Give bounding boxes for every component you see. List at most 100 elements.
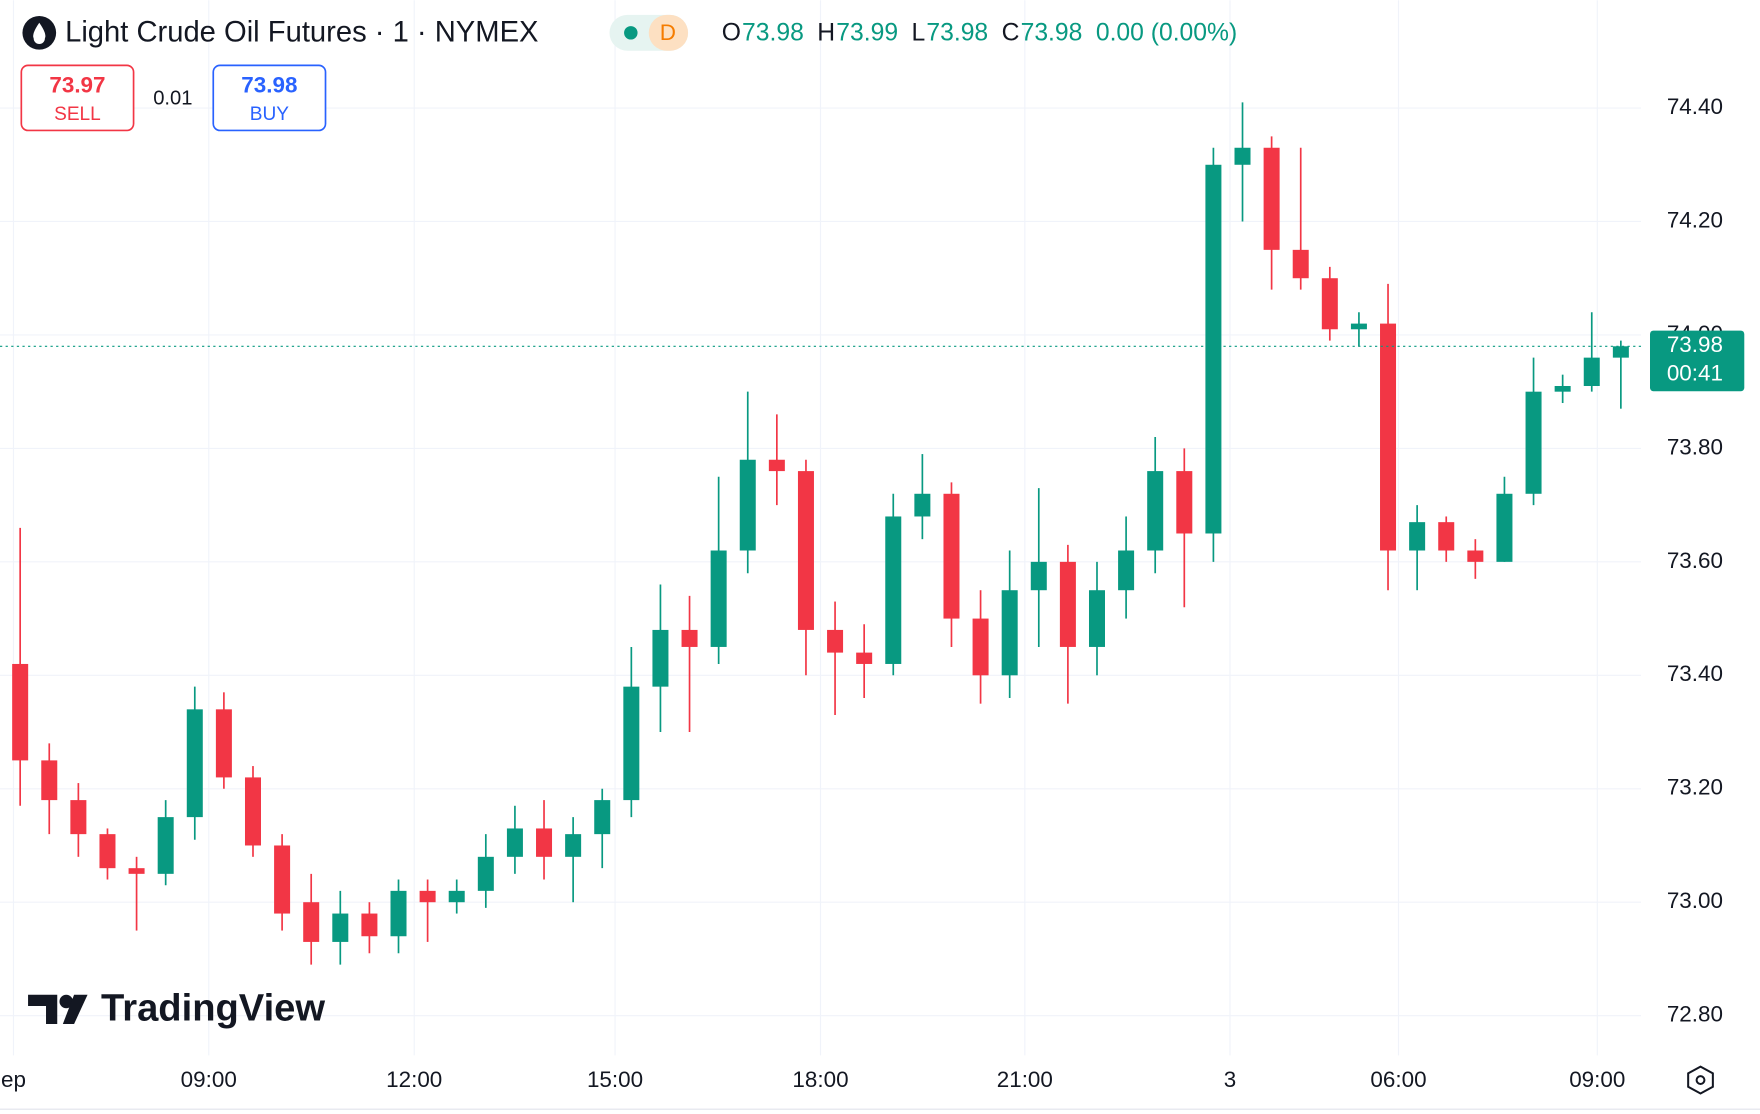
candle-body xyxy=(1321,278,1338,330)
sell-button[interactable] xyxy=(20,64,135,132)
candle-body xyxy=(1496,493,1513,562)
ohlc-value: 73.98 xyxy=(742,19,804,46)
candle-body xyxy=(244,777,261,846)
ohlc-value: 73.99 xyxy=(836,19,898,46)
candle-body xyxy=(99,834,116,869)
delay-badge: D xyxy=(660,20,676,45)
ohlc-value: 73.98 xyxy=(926,19,988,46)
candle-body xyxy=(681,629,698,647)
settings-icon[interactable] xyxy=(1687,1065,1714,1095)
candle-body xyxy=(1583,357,1600,387)
candle-body xyxy=(1438,522,1455,551)
x-tick-label: 18:00 xyxy=(792,1067,848,1092)
candle-body xyxy=(506,828,523,857)
candle-body xyxy=(536,828,553,857)
tv-logo-slash xyxy=(62,994,88,1024)
countdown-label: 00:41 xyxy=(1667,360,1723,385)
candle-body xyxy=(1088,590,1105,647)
buy-price: 73.98 xyxy=(241,73,297,98)
candle-body xyxy=(1030,561,1047,591)
sell-price: 73.97 xyxy=(49,73,105,98)
candle-body xyxy=(972,618,989,676)
ohlc-change: 0.00 (0.00%) xyxy=(1096,19,1237,46)
x-tick-label: 09:00 xyxy=(181,1067,237,1092)
x-tick-label: 12:00 xyxy=(386,1067,442,1092)
y-tick-label: 74.20 xyxy=(1667,207,1723,232)
candle-body xyxy=(1118,550,1135,591)
ohlc-key: L xyxy=(912,19,926,46)
candle-body xyxy=(594,800,611,835)
tv-logo-dot xyxy=(59,994,73,1009)
candle-body xyxy=(914,493,931,517)
y-tick-label: 73.20 xyxy=(1667,775,1723,800)
candle-body xyxy=(710,550,727,647)
buy-button[interactable] xyxy=(212,64,327,132)
candle-body xyxy=(12,663,29,761)
candle-body xyxy=(1059,561,1076,647)
spread: 0.01 xyxy=(153,87,192,109)
candle-body xyxy=(128,868,145,874)
y-tick-label: 73.00 xyxy=(1667,888,1723,913)
candle-body xyxy=(186,709,203,818)
candle-body xyxy=(885,516,902,664)
candle-body xyxy=(157,817,174,874)
ohlc-key: O xyxy=(722,19,741,46)
tv-logo-mark xyxy=(28,994,58,1024)
candle-body xyxy=(448,890,465,903)
candle-body xyxy=(477,856,494,891)
candle-body xyxy=(856,652,873,664)
candle-body xyxy=(1234,147,1251,165)
candle-body xyxy=(390,890,407,937)
ohlc-value: 73.98 xyxy=(1021,19,1083,46)
candle-body xyxy=(70,800,87,835)
candle-body xyxy=(652,629,669,687)
candle-body xyxy=(41,760,58,801)
x-tick-label: 21:00 xyxy=(997,1067,1053,1092)
candle-body xyxy=(1263,147,1280,250)
candle-body xyxy=(1380,323,1397,551)
candle-body xyxy=(768,459,785,472)
candle-body xyxy=(1467,550,1484,562)
candle-body xyxy=(1409,522,1426,551)
candle-body xyxy=(332,913,349,942)
candle-body xyxy=(1350,323,1367,330)
candle-body xyxy=(303,902,320,942)
x-tick-label: 15:00 xyxy=(587,1067,643,1092)
last-price-label: 73.98 xyxy=(1667,332,1723,357)
market-open-dot xyxy=(624,26,638,40)
candle-body xyxy=(1525,391,1542,494)
candle-body xyxy=(565,834,582,857)
candle-body xyxy=(1001,590,1018,676)
x-tick-label: 09:00 xyxy=(1569,1067,1625,1092)
candle-body xyxy=(1205,164,1222,534)
candle-body xyxy=(797,471,814,630)
candle-body xyxy=(361,913,378,937)
settings-icon-center xyxy=(1695,1075,1706,1085)
candle-body xyxy=(1147,471,1164,551)
candle-body xyxy=(827,629,844,653)
candle-body xyxy=(419,890,436,903)
ohlc-key: C xyxy=(1002,19,1020,46)
sell-label: SELL xyxy=(54,104,101,125)
symbol-logo-drop xyxy=(33,22,46,45)
candle-body xyxy=(739,459,756,551)
x-tick-label: 06:00 xyxy=(1370,1067,1426,1092)
candle-body xyxy=(274,845,291,914)
candle-body xyxy=(1612,346,1629,358)
last-price-box xyxy=(1650,330,1745,392)
candle-body xyxy=(1292,249,1309,279)
candle-body xyxy=(943,493,960,619)
tv-logo-text: TradingView xyxy=(101,987,325,1030)
status-badge-d xyxy=(648,14,689,51)
x-tick-label: ep xyxy=(1,1067,26,1092)
y-tick-label: 74.40 xyxy=(1667,94,1723,119)
candle-body xyxy=(215,709,232,778)
symbol-title: Light Crude Oil Futures · 1 · NYMEX xyxy=(65,17,538,49)
candle-body xyxy=(1176,471,1193,534)
y-tick-label: 73.60 xyxy=(1667,548,1723,573)
candle-body xyxy=(623,686,640,801)
y-tick-label: 73.40 xyxy=(1667,661,1723,686)
ohlc-key: H xyxy=(817,19,835,46)
